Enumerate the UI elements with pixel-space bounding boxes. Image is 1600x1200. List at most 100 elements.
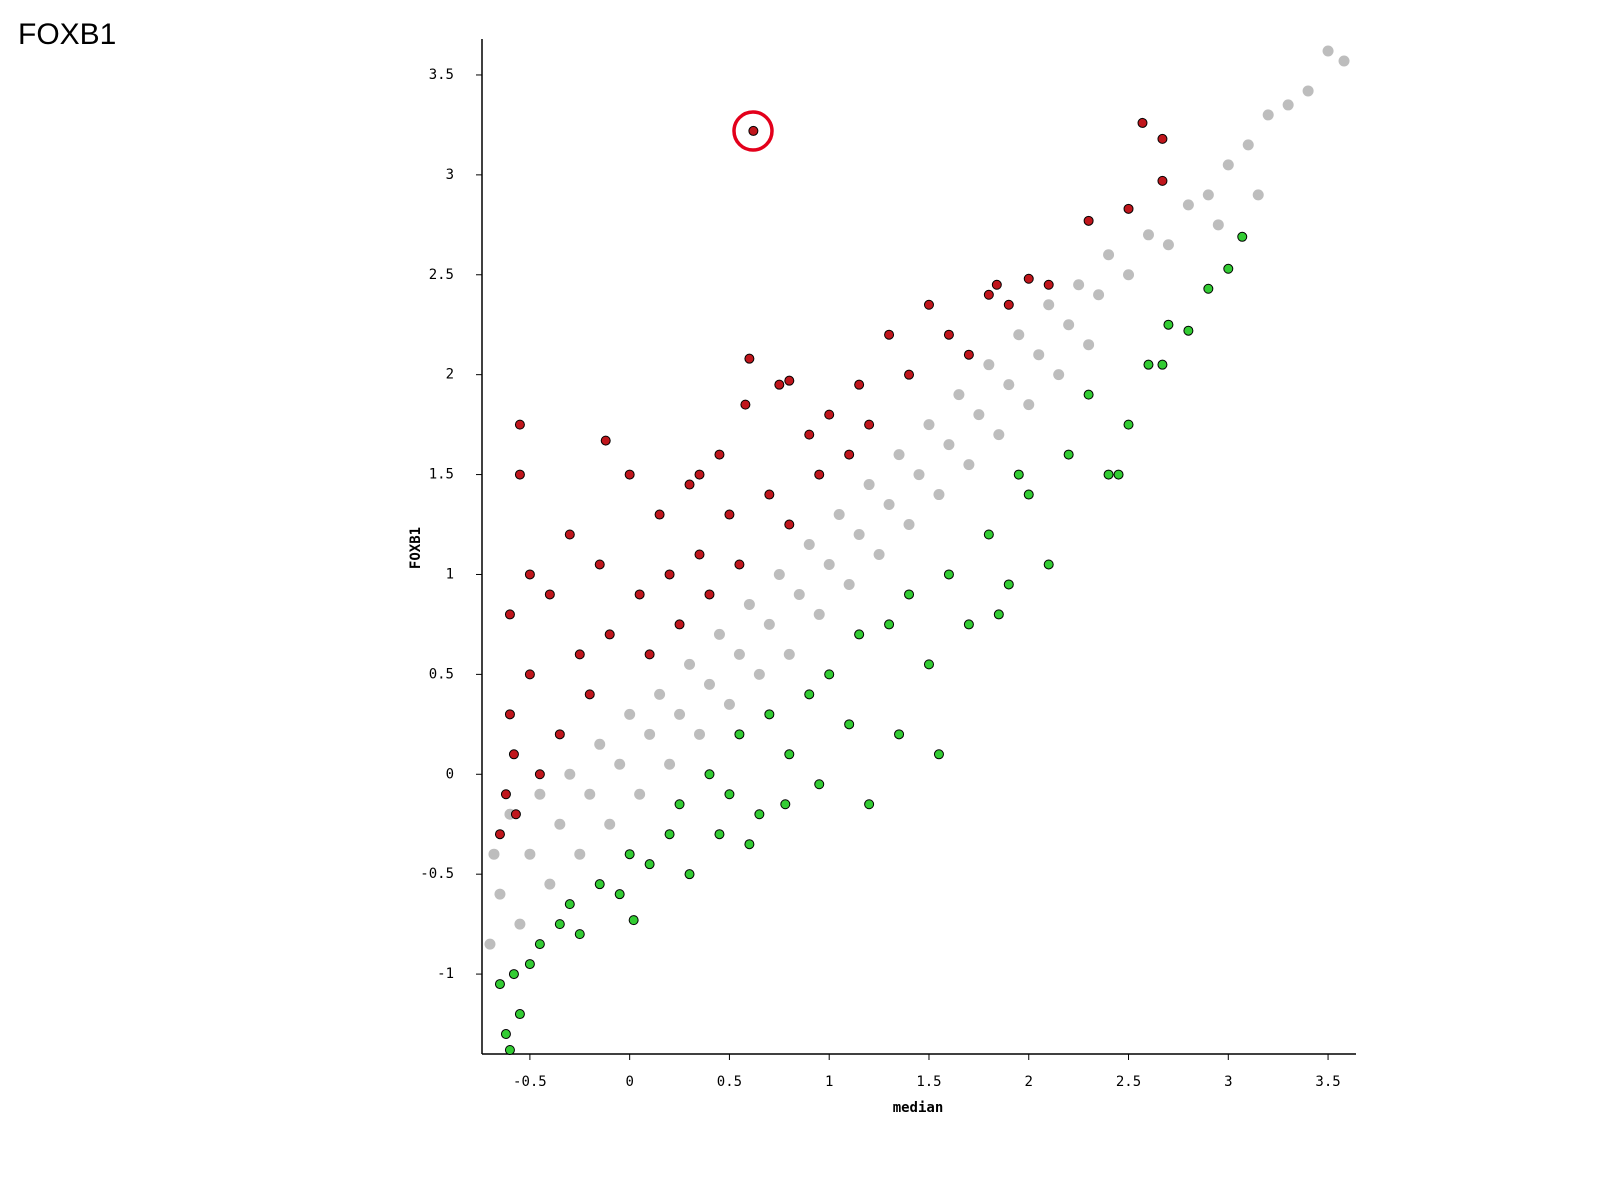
point <box>504 609 515 620</box>
point <box>604 629 615 640</box>
point <box>488 848 500 860</box>
point <box>1063 319 1075 331</box>
point <box>844 719 855 730</box>
point <box>674 708 686 720</box>
point <box>1033 349 1045 361</box>
point <box>524 569 535 580</box>
point <box>1223 263 1234 274</box>
point <box>534 769 545 780</box>
point <box>664 829 675 840</box>
x-tick-label: 2 <box>1025 1074 1033 1090</box>
point <box>504 709 515 720</box>
point <box>1157 133 1168 144</box>
point <box>1157 359 1168 370</box>
point <box>1093 289 1105 301</box>
point <box>664 569 675 580</box>
point <box>993 429 1005 441</box>
y-tick-label: 2 <box>446 367 454 383</box>
point <box>1053 369 1065 381</box>
point <box>514 918 526 930</box>
point <box>793 588 805 600</box>
point <box>713 628 725 640</box>
point <box>744 353 755 364</box>
point <box>783 648 795 660</box>
y-tick-label: -0.5 <box>420 866 454 882</box>
point <box>943 329 954 340</box>
point <box>784 519 795 530</box>
point <box>1282 99 1294 111</box>
point <box>724 509 735 520</box>
x-tick-label: 1.5 <box>916 1074 941 1090</box>
point <box>624 469 635 480</box>
point <box>684 479 695 490</box>
point <box>628 915 639 926</box>
point <box>833 509 845 521</box>
point <box>913 469 925 481</box>
point <box>524 848 536 860</box>
point <box>664 758 676 770</box>
point <box>654 509 665 520</box>
point <box>1262 109 1274 121</box>
point <box>963 619 974 630</box>
point <box>774 379 785 390</box>
point <box>814 469 825 480</box>
point <box>1063 449 1074 460</box>
point <box>704 589 715 600</box>
point <box>1073 279 1085 291</box>
point <box>594 738 606 750</box>
point <box>594 559 605 570</box>
point <box>873 548 885 560</box>
point <box>740 399 751 410</box>
point <box>724 789 735 800</box>
point <box>614 758 626 770</box>
point <box>1182 199 1194 211</box>
point <box>624 708 636 720</box>
point <box>843 578 855 590</box>
point <box>744 839 755 850</box>
point <box>863 479 875 491</box>
point <box>814 779 825 790</box>
x-tick-label: 3.5 <box>1315 1074 1340 1090</box>
point <box>803 539 815 551</box>
y-tick-label: 3 <box>446 167 454 183</box>
page-title: FOXB1 <box>18 18 116 51</box>
point <box>1123 269 1135 281</box>
y-tick-label: 1 <box>446 566 454 582</box>
point <box>1322 45 1334 57</box>
point <box>494 979 505 990</box>
point <box>484 938 496 950</box>
point <box>1113 469 1124 480</box>
point <box>734 559 745 570</box>
point <box>953 389 965 401</box>
points <box>484 45 1350 1056</box>
x-axis-label: median <box>893 1100 944 1116</box>
point <box>564 768 576 780</box>
point <box>1083 339 1095 351</box>
point <box>604 818 616 830</box>
point <box>1103 249 1115 261</box>
point <box>963 349 974 360</box>
point <box>514 469 525 480</box>
point <box>1123 203 1134 214</box>
point <box>1013 329 1025 341</box>
point <box>600 435 611 446</box>
point <box>1203 283 1214 294</box>
point <box>1142 229 1154 241</box>
point <box>813 608 825 620</box>
point <box>763 618 775 630</box>
point <box>1202 189 1214 201</box>
y-tick-label: -1 <box>437 966 454 982</box>
point <box>1163 319 1174 330</box>
point <box>494 888 506 900</box>
point <box>508 969 519 980</box>
point <box>933 749 944 760</box>
point <box>1123 419 1134 430</box>
point <box>554 818 566 830</box>
point <box>1083 389 1094 400</box>
point <box>943 569 954 580</box>
point <box>804 429 815 440</box>
point <box>723 698 735 710</box>
point <box>524 959 535 970</box>
